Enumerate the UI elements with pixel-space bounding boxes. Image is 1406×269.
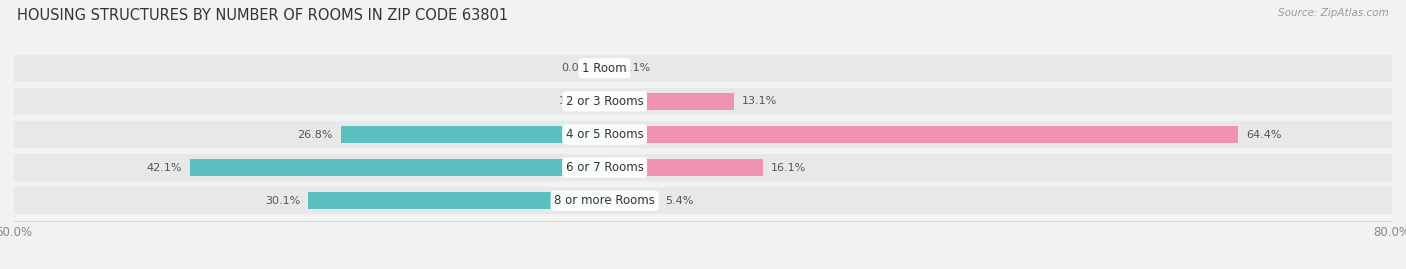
- Bar: [605, 60, 616, 77]
- Text: 16.1%: 16.1%: [770, 162, 806, 173]
- Text: Source: ZipAtlas.com: Source: ZipAtlas.com: [1278, 8, 1389, 18]
- Text: 26.8%: 26.8%: [298, 129, 333, 140]
- Bar: [605, 159, 763, 176]
- Text: 30.1%: 30.1%: [266, 196, 301, 206]
- Bar: [14, 55, 1392, 82]
- Text: 8 or more Rooms: 8 or more Rooms: [554, 194, 655, 207]
- Text: 1.1%: 1.1%: [623, 63, 651, 73]
- Text: 64.4%: 64.4%: [1246, 129, 1282, 140]
- Text: 6 or 7 Rooms: 6 or 7 Rooms: [565, 161, 644, 174]
- Bar: [595, 93, 605, 110]
- Text: 1.0%: 1.0%: [558, 96, 586, 107]
- Bar: [605, 93, 734, 110]
- Bar: [190, 159, 605, 176]
- Text: 2 or 3 Rooms: 2 or 3 Rooms: [565, 95, 644, 108]
- Text: 1 Room: 1 Room: [582, 62, 627, 75]
- Text: HOUSING STRUCTURES BY NUMBER OF ROOMS IN ZIP CODE 63801: HOUSING STRUCTURES BY NUMBER OF ROOMS IN…: [17, 8, 508, 23]
- Text: 5.4%: 5.4%: [665, 196, 695, 206]
- Bar: [14, 187, 1392, 214]
- Bar: [14, 88, 1392, 115]
- Text: 13.1%: 13.1%: [741, 96, 776, 107]
- Bar: [605, 192, 658, 209]
- Text: 0.0%: 0.0%: [561, 63, 589, 73]
- Bar: [605, 126, 1239, 143]
- Bar: [14, 154, 1392, 181]
- Text: 42.1%: 42.1%: [146, 162, 183, 173]
- Text: 4 or 5 Rooms: 4 or 5 Rooms: [565, 128, 644, 141]
- Bar: [14, 121, 1392, 148]
- Bar: [308, 192, 605, 209]
- Bar: [340, 126, 605, 143]
